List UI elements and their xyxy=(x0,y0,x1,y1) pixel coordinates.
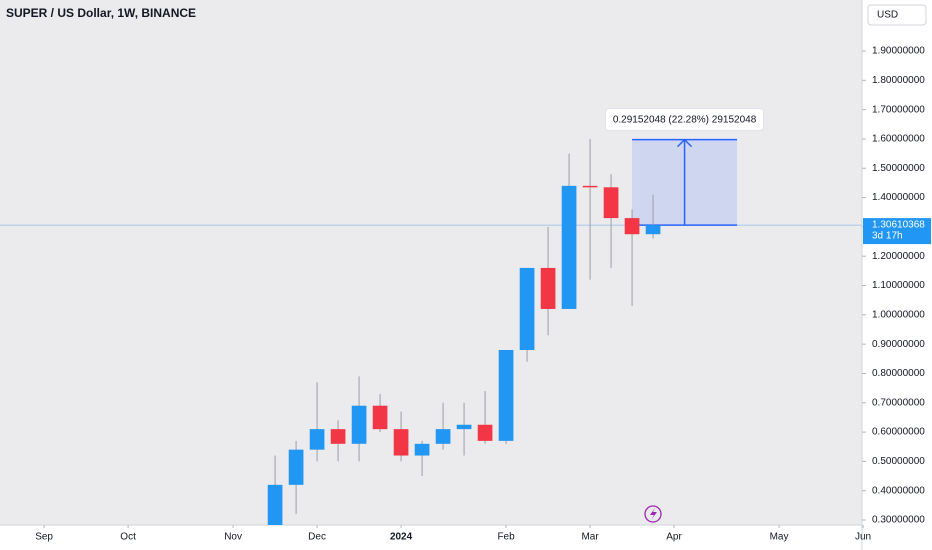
y-tick-label: 1.40000000 xyxy=(872,192,925,203)
x-tick-label: Mar xyxy=(581,532,599,543)
x-tick-label: Sep xyxy=(35,532,53,543)
candle-body xyxy=(477,424,493,441)
x-tick-label: 2024 xyxy=(390,532,413,543)
candle-body xyxy=(645,225,661,235)
time-axis-background xyxy=(0,525,862,550)
candle-body xyxy=(288,449,304,485)
x-tick-label: Apr xyxy=(666,532,682,543)
candle-body xyxy=(267,484,283,525)
y-tick-label: 1.70000000 xyxy=(872,104,925,115)
measure-label: 0.29152048 (22.28%) 29152048 xyxy=(613,114,757,125)
y-tick-label: 1.80000000 xyxy=(872,75,925,86)
candle-body xyxy=(498,350,514,441)
candle-body xyxy=(561,185,577,309)
y-tick-label: 1.20000000 xyxy=(872,251,925,262)
candle-body xyxy=(351,405,367,444)
currency-label[interactable]: USD xyxy=(877,10,898,21)
candle-body xyxy=(330,429,346,444)
y-tick-label: 1.50000000 xyxy=(872,163,925,174)
y-tick-label: 0.40000000 xyxy=(872,485,925,496)
candle-body xyxy=(603,187,619,219)
y-tick-label: 0.70000000 xyxy=(872,397,925,408)
x-tick-label: Dec xyxy=(308,532,326,543)
candle-body xyxy=(309,429,325,450)
countdown-label: 3d 17h xyxy=(872,231,903,242)
candle-body xyxy=(582,185,598,188)
candle-body xyxy=(540,267,556,309)
x-tick-label: May xyxy=(770,532,789,543)
measure-label-box xyxy=(605,108,765,132)
candle-body xyxy=(372,405,388,430)
y-tick-label: 0.50000000 xyxy=(872,456,925,467)
x-tick-label: Jun xyxy=(855,532,871,543)
candle-body xyxy=(435,429,451,444)
candle-body xyxy=(456,424,472,430)
plot-background xyxy=(0,0,862,525)
x-tick-label: Feb xyxy=(497,532,515,543)
candle-body xyxy=(393,429,409,456)
y-tick-label: 1.00000000 xyxy=(872,309,925,320)
candle-body xyxy=(414,443,430,456)
candle-body xyxy=(624,218,640,235)
chart-title: SUPER / US Dollar, 1W, BINANCE xyxy=(6,6,196,20)
last-price-tag xyxy=(863,218,931,245)
y-tick-label: 0.90000000 xyxy=(872,339,925,350)
event-icon-bolt xyxy=(650,508,657,520)
y-tick-label: 0.30000000 xyxy=(872,515,925,526)
event-icon[interactable] xyxy=(644,505,662,523)
x-tick-label: Oct xyxy=(120,532,136,543)
x-tick-label: Nov xyxy=(224,532,242,543)
last-price-label: 1.30610368 xyxy=(872,220,925,231)
y-tick-label: 1.60000000 xyxy=(872,134,925,145)
candle-body xyxy=(519,267,535,350)
y-tick-label: 0.60000000 xyxy=(872,427,925,438)
price-axis-background xyxy=(862,0,932,550)
measure-arrowhead xyxy=(677,138,693,148)
y-tick-label: 1.90000000 xyxy=(872,46,925,57)
plot xyxy=(0,138,862,525)
y-tick-label: 0.80000000 xyxy=(872,368,925,379)
y-tick-label: 1.10000000 xyxy=(872,280,925,291)
currency-button[interactable] xyxy=(867,4,927,26)
